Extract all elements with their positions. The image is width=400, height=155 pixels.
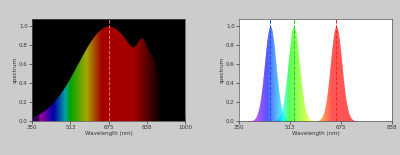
Y-axis label: spectrum: spectrum: [220, 57, 224, 83]
X-axis label: Wavelength (nm): Wavelength (nm): [85, 131, 132, 136]
Y-axis label: spectrum: spectrum: [13, 57, 18, 83]
X-axis label: Wavelength (nm): Wavelength (nm): [292, 131, 339, 136]
